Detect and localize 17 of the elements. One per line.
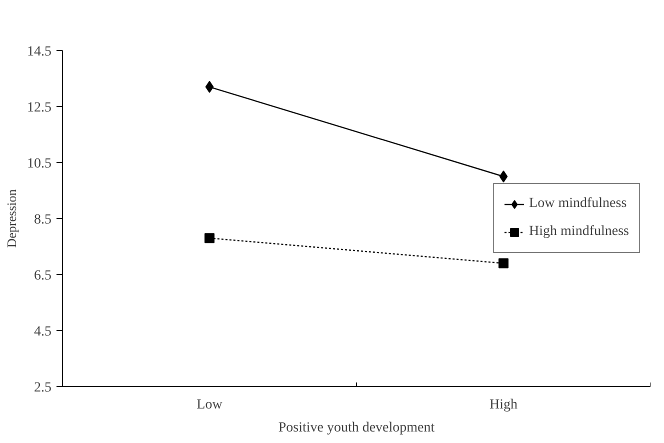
point <box>205 80 214 93</box>
y-tick-label: 6.5 <box>34 268 52 284</box>
x-axis-title: Positive youth development <box>278 420 435 436</box>
x-tick-label: High <box>490 398 518 412</box>
point <box>498 258 508 268</box>
y-tick-label: 14.5 <box>27 44 52 60</box>
y-tick-label: 4.5 <box>34 324 52 340</box>
legend-label: High mindfulness <box>529 224 629 240</box>
y-tick-label: 10.5 <box>27 156 52 172</box>
point <box>204 233 214 244</box>
y-tick-label: 8.5 <box>34 212 52 228</box>
point <box>499 170 508 182</box>
y-axis-title: Depression <box>4 188 19 248</box>
legend-label: Low mindfulness <box>529 196 627 212</box>
y-tick-label: 2.5 <box>34 380 52 396</box>
y-tick-label: 12.5 <box>27 100 52 116</box>
x-tick-label: Low <box>196 398 224 412</box>
